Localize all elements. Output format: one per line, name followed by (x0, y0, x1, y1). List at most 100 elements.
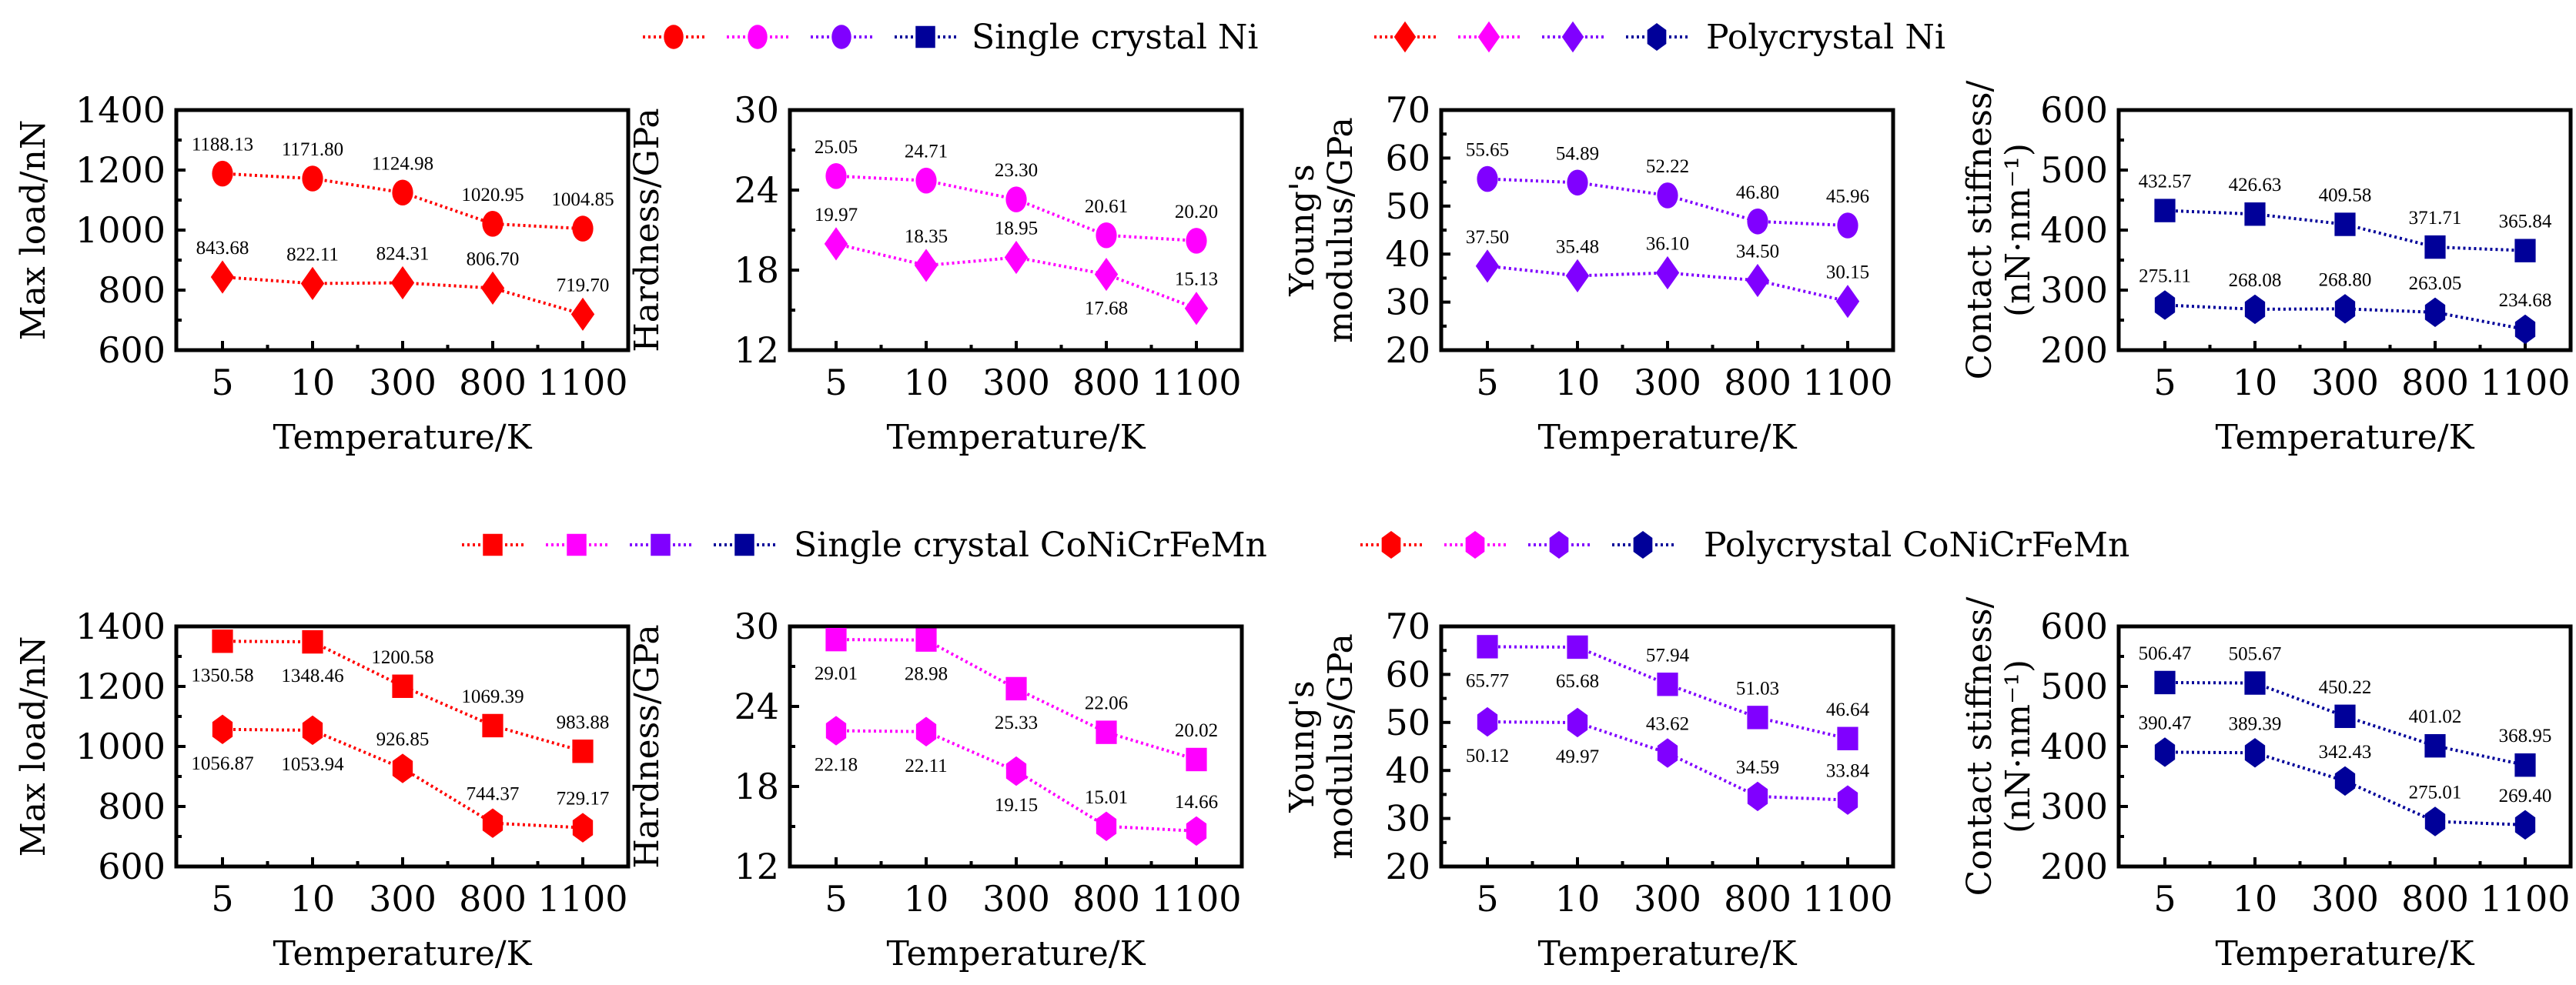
data-label: 342.43 (2319, 742, 2372, 763)
x-axis-title: Temperature/K (2216, 934, 2475, 973)
data-point (1005, 756, 1027, 786)
y-tick-label: 30 (1385, 798, 1430, 840)
data-point (1657, 182, 1678, 209)
y-tick-label: 200 (2040, 329, 2108, 371)
y-tick-label: 400 (2040, 209, 2108, 251)
x-tick-label: 10 (904, 362, 949, 403)
y-tick-label: 12 (734, 846, 779, 887)
y-axis-title: Contact stiffness/ (1960, 80, 1999, 379)
series: 65.77 65.68 57.94 51.03 46.64 (1466, 635, 1870, 750)
data-label: 275.01 (2409, 782, 2462, 803)
legend-marker-square (915, 25, 935, 48)
y-axis-title: Young's (1283, 680, 1322, 813)
data-label: 234.68 (2499, 290, 2552, 311)
data-point (1186, 228, 1207, 254)
data-label: 19.97 (815, 205, 858, 225)
data-label: 29.01 (815, 663, 858, 684)
data-label: 1069.39 (461, 686, 524, 707)
x-tick-label: 300 (2311, 878, 2379, 920)
x-axis-title: Temperature/K (887, 934, 1146, 973)
data-point (1096, 811, 1117, 842)
data-label: 51.03 (1736, 678, 1779, 699)
legend-marker-circle (831, 25, 851, 49)
legend-entry: Single crystal Ni (643, 18, 1258, 57)
y-tick-label: 600 (98, 846, 166, 887)
data-point (2154, 670, 2176, 695)
x-tick-label: 1100 (537, 878, 627, 920)
data-point (302, 629, 323, 654)
data-label: 46.64 (1826, 700, 1870, 720)
data-point (302, 715, 323, 746)
data-point (212, 714, 233, 745)
x-tick-label: 800 (1072, 362, 1140, 403)
x-tick-label: 5 (211, 878, 233, 920)
x-tick-label: 800 (1724, 362, 1791, 403)
y-tick-label: 500 (2040, 666, 2108, 707)
y-tick-label: 1000 (75, 209, 166, 251)
x-axis-title: Temperature/K (2216, 418, 2475, 457)
data-label: 20.02 (1175, 720, 1218, 741)
data-point (915, 716, 937, 746)
x-tick-label: 800 (2401, 362, 2469, 403)
data-point (2514, 314, 2536, 345)
data-point (915, 167, 937, 194)
data-point (1477, 635, 1498, 659)
data-point (2154, 290, 2176, 320)
data-point (570, 297, 595, 331)
data-label: 450.22 (2319, 677, 2372, 698)
series-line (2164, 680, 2526, 767)
data-label: 14.66 (1175, 792, 1218, 813)
y-tick-label: 800 (98, 269, 166, 311)
y-tick-label: 600 (98, 329, 166, 371)
x-tick-label: 300 (369, 878, 437, 920)
x-tick-label: 10 (2233, 878, 2278, 920)
x-tick-label: 300 (1634, 878, 1701, 920)
data-point (390, 265, 415, 300)
data-point (2244, 202, 2266, 226)
data-point (2514, 810, 2536, 840)
x-tick-label: 800 (1072, 878, 1140, 920)
x-tick-label: 10 (1555, 362, 1601, 403)
data-point (824, 227, 848, 261)
data-point (1567, 635, 1588, 659)
data-label: 15.13 (1175, 269, 1218, 290)
chart-panel: 200 300 400 500 600 5 10 300 800 1100Temperature/… (1960, 596, 2573, 973)
data-point (2424, 734, 2446, 758)
y-tick-label: 1400 (75, 89, 166, 131)
series: 55.65 54.89 52.22 46.80 45.96 (1466, 140, 1869, 239)
legend-marker-diamond (1561, 21, 1584, 53)
x-tick-label: 1100 (1151, 362, 1241, 403)
data-label: 368.95 (2499, 726, 2552, 746)
series: 19.97 18.35 18.95 17.68 15.13 (815, 205, 1218, 326)
y-tick-label: 200 (2040, 846, 2108, 887)
data-label: 275.11 (2139, 265, 2191, 286)
data-point (2334, 704, 2356, 729)
data-label: 35.48 (1556, 236, 1599, 257)
y-axis-title: Max load/nN (14, 120, 53, 341)
data-label: 505.67 (2229, 644, 2282, 665)
data-label: 57.94 (1646, 645, 1690, 666)
data-point (2154, 199, 2176, 222)
series: 432.57 426.63 409.58 371.71 365.84 (2139, 172, 2552, 262)
data-label: 401.02 (2409, 706, 2462, 727)
data-point (1477, 165, 1498, 192)
y-tick-label: 60 (1385, 653, 1430, 695)
data-label: 263.05 (2409, 273, 2462, 294)
data-label: 20.61 (1085, 196, 1128, 217)
y-tick-label: 40 (1385, 750, 1430, 791)
y-tick-label: 1200 (75, 149, 166, 191)
y-tick-label: 400 (2040, 726, 2108, 767)
data-label: 22.18 (815, 755, 858, 776)
data-point (825, 163, 847, 189)
data-label: 22.06 (1085, 693, 1128, 714)
data-label: 65.77 (1466, 670, 1509, 691)
data-point (482, 808, 503, 838)
series-line (222, 727, 584, 830)
legend-marker-circle (748, 25, 768, 49)
y-tick-label: 30 (734, 89, 779, 131)
legend-marker-square (651, 533, 671, 556)
x-tick-label: 800 (2401, 878, 2469, 920)
data-point (1186, 816, 1207, 846)
y-axis-title: modulus/GPa (1321, 117, 1360, 343)
